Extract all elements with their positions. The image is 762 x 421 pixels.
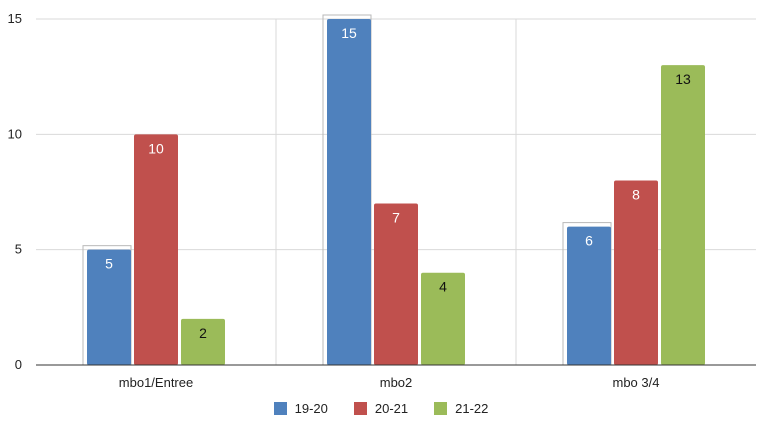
x-category-label: mbo 3/4: [613, 375, 660, 390]
legend: 19-20 20-21 21-22: [0, 401, 762, 416]
y-tick-label-10: 10: [8, 126, 22, 141]
bar-19-20-mbo-3-4: [567, 226, 611, 365]
legend-label-19-20: 19-20: [294, 401, 328, 416]
legend-label-21-22: 21-22: [455, 401, 489, 416]
legend-label-20-21: 20-21: [374, 401, 409, 416]
legend-swatch-19-20: [273, 402, 287, 415]
data-label: 6: [585, 233, 593, 249]
data-label: 10: [148, 140, 164, 156]
legend-item-20-21: 20-21: [353, 401, 409, 416]
bar-20-21-mbo-3-4: [614, 180, 658, 365]
bar-chart: 0 5 10 15 5 10 2 mbo1/Entree 15 7 4 mbo2 6 8 13 mbo 3/4: [8, 11, 756, 390]
legend-item-19-20: 19-20: [273, 401, 328, 416]
data-label: 8: [632, 186, 640, 202]
y-tick-label-5: 5: [15, 242, 22, 257]
bar-19-20-mbo2: [327, 19, 371, 365]
legend-swatch-21-22: [434, 402, 448, 415]
bar-19-20-mbo1-Entree: [87, 249, 131, 365]
legend-item-21-22: 21-22: [434, 401, 488, 416]
data-label: 13: [675, 71, 691, 87]
data-label: 2: [199, 325, 207, 341]
data-label: 15: [341, 25, 357, 41]
bar-21-22-mbo1-Entree: [181, 318, 225, 365]
y-tick-label-0: 0: [15, 357, 22, 372]
bar-20-21-mbo1-Entree: [134, 134, 178, 365]
bar-20-21-mbo2: [374, 203, 418, 365]
y-tick-label-15: 15: [8, 11, 22, 26]
x-category-label: mbo1/Entree: [119, 375, 193, 390]
data-label: 5: [105, 256, 113, 272]
data-label: 4: [439, 279, 447, 295]
x-category-label: mbo2: [380, 375, 413, 390]
data-label: 7: [392, 210, 400, 226]
bar-21-22-mbo-3-4: [661, 65, 705, 365]
bar-21-22-mbo2: [421, 272, 465, 365]
legend-swatch-20-21: [353, 402, 367, 415]
